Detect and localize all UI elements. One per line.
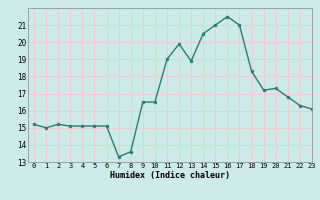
X-axis label: Humidex (Indice chaleur): Humidex (Indice chaleur) (110, 171, 230, 180)
